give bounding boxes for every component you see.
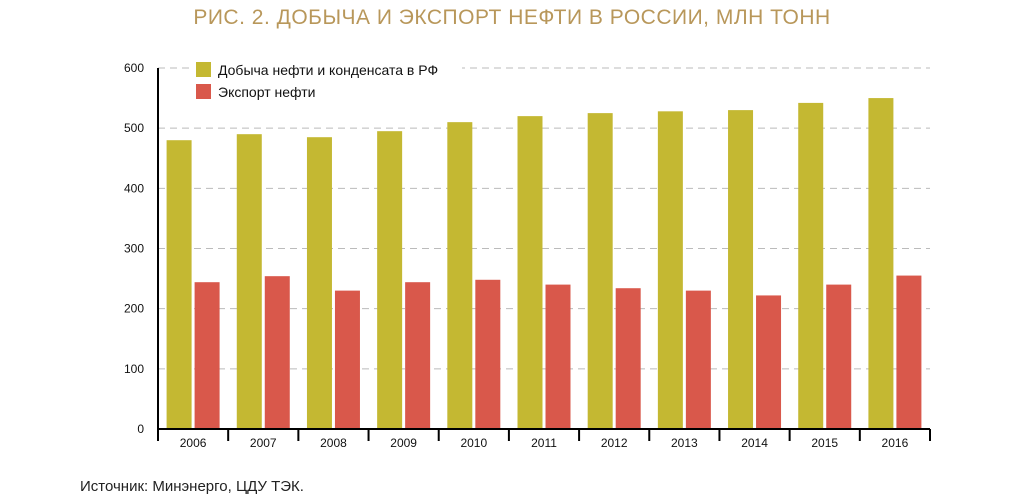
y-tick-label: 300 bbox=[124, 242, 144, 256]
bar-production bbox=[798, 102, 824, 429]
bar-export bbox=[896, 275, 922, 429]
bars bbox=[166, 98, 922, 430]
bar-production bbox=[868, 98, 894, 429]
grid-lines bbox=[158, 67, 930, 370]
bar-export bbox=[334, 290, 360, 429]
x-tick-label: 2012 bbox=[601, 436, 628, 450]
legend-background bbox=[192, 60, 462, 80]
x-tick-label: 2014 bbox=[741, 436, 768, 450]
legend: Добыча нефти и конденсата в РФ Экспорт не… bbox=[192, 60, 462, 102]
bar-export bbox=[545, 284, 571, 429]
source-note: Источник: Минэнерго, ЦДУ ТЭК. bbox=[80, 478, 304, 495]
bar-production bbox=[728, 110, 754, 429]
bar-export bbox=[826, 284, 852, 429]
y-tick-label: 200 bbox=[124, 302, 144, 316]
x-tick-label: 2013 bbox=[671, 436, 698, 450]
bar-production bbox=[306, 137, 332, 430]
bar-production bbox=[236, 134, 262, 429]
bar-export bbox=[475, 279, 501, 429]
bar-export bbox=[756, 295, 782, 429]
y-tick-labels: 0 100 200 300 400 500 600 bbox=[124, 61, 144, 436]
x-tick-label: 2008 bbox=[320, 436, 347, 450]
bar-export bbox=[264, 276, 290, 429]
legend-label-production: Добыча нефти и конденсата в РФ bbox=[218, 62, 438, 78]
bar-production bbox=[587, 113, 613, 429]
bar-production bbox=[166, 140, 192, 429]
y-tick-label: 0 bbox=[137, 422, 144, 436]
x-tick-labels: 2006 2007 2008 2009 2010 2011 2012 2013 2014 2015… bbox=[180, 436, 909, 450]
axes bbox=[157, 68, 931, 441]
legend-background bbox=[192, 82, 332, 102]
chart-title: РИС. 2. ДОБЫЧА И ЭКСПОРТ НЕФТИ В РОССИИ,… bbox=[193, 6, 831, 29]
y-tick-label: 600 bbox=[124, 61, 144, 75]
legend-swatch-export bbox=[196, 84, 211, 99]
y-tick-label: 500 bbox=[124, 121, 144, 135]
y-tick-label: 400 bbox=[124, 181, 144, 195]
x-tick-label: 2011 bbox=[531, 436, 557, 450]
bar-production bbox=[377, 131, 403, 430]
bar-export bbox=[405, 282, 431, 429]
legend-label-export: Экспорт нефти bbox=[218, 84, 315, 100]
x-tick-label: 2010 bbox=[460, 436, 487, 450]
x-tick-label: 2006 bbox=[180, 436, 207, 450]
y-tick-label: 100 bbox=[124, 362, 144, 376]
bar-export bbox=[194, 282, 220, 429]
bar-production bbox=[517, 116, 543, 429]
bar-production bbox=[447, 122, 473, 430]
x-tick-label: 2015 bbox=[811, 436, 838, 450]
bar-export bbox=[685, 290, 711, 429]
x-tick-label: 2009 bbox=[390, 436, 417, 450]
x-tick-label: 2016 bbox=[882, 436, 909, 450]
legend-swatch-production bbox=[196, 62, 211, 77]
bar-export bbox=[615, 288, 641, 429]
x-tick-label: 2007 bbox=[250, 436, 277, 450]
bar-production bbox=[657, 111, 683, 429]
